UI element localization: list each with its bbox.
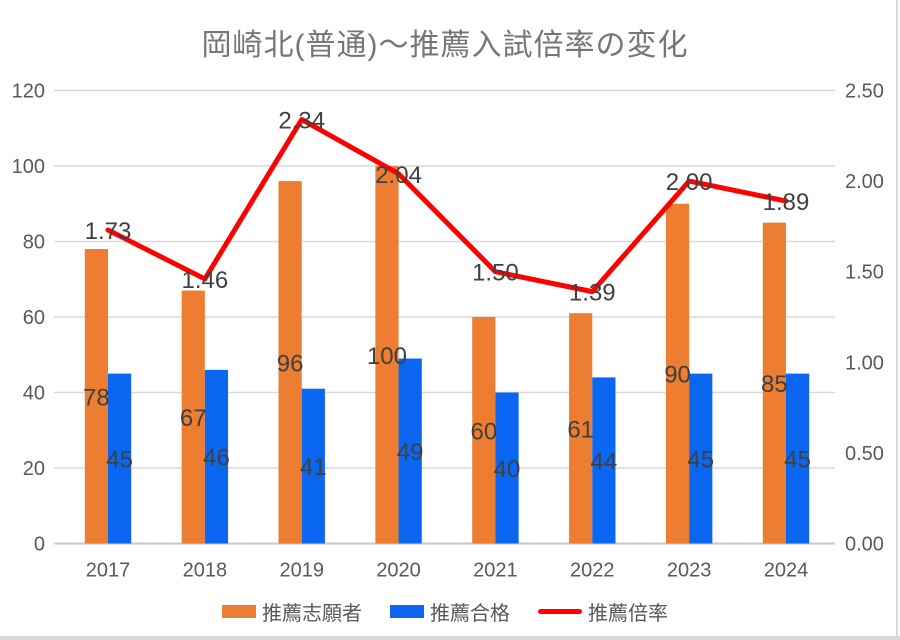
applicants-bar[interactable]	[375, 166, 399, 544]
year-label: 2024	[764, 560, 809, 582]
bar-value-label: 45	[784, 447, 811, 474]
year-label: 2017	[86, 560, 131, 582]
applicants-bar[interactable]	[472, 317, 496, 544]
applicants-bar[interactable]	[84, 249, 108, 544]
bar-value-label: 44	[591, 448, 618, 475]
bar-value-label: 85	[761, 371, 788, 398]
right-axis-label: 1.00	[845, 352, 884, 374]
legend-swatch-red-line	[538, 609, 582, 614]
chart-legend: 推薦志願者 推薦合格 推薦倍率	[0, 597, 890, 626]
chart-title: 岡崎北(普通)〜推薦入試倍率の変化	[201, 29, 689, 62]
left-axis-label: 120	[12, 81, 45, 103]
year-label: 2018	[183, 560, 228, 582]
right-axis-label: 2.00	[845, 171, 884, 193]
left-axis-label: 40	[23, 383, 45, 405]
left-axis-label: 20	[23, 458, 45, 480]
year-label: 2020	[376, 560, 421, 582]
legend-label-accepted: 推薦合格	[430, 603, 510, 625]
accepted-bar[interactable]	[301, 388, 325, 544]
right-axis-label: 1.50	[845, 262, 884, 284]
bar-value-label: 100	[367, 343, 407, 370]
line-value-label: 2.34	[278, 107, 325, 134]
applicants-bar[interactable]	[665, 203, 690, 544]
right-axis-label: 2.50	[845, 81, 884, 103]
bar-value-label: 40	[494, 456, 521, 483]
bar-value-label: 46	[203, 445, 230, 472]
applicants-bar[interactable]	[181, 290, 205, 544]
right-border	[896, 0, 898, 640]
year-label: 2019	[279, 560, 324, 582]
ratio-line[interactable]	[105, 116, 789, 295]
legend-swatch-orange-bar	[222, 605, 256, 618]
line-value-label: 2.00	[666, 169, 713, 196]
right-axis-label: 0.00	[845, 534, 884, 556]
accepted-bar[interactable]	[689, 373, 713, 544]
line-value-label: 2.04	[375, 162, 422, 189]
bar-value-label: 67	[180, 405, 207, 432]
applicants-bar[interactable]	[278, 181, 302, 544]
bar-value-label: 45	[106, 447, 133, 474]
accepted-bar[interactable]	[108, 373, 132, 544]
year-label: 2023	[667, 560, 712, 582]
bar-value-label: 49	[397, 439, 424, 466]
left-axis-label: 60	[23, 307, 45, 329]
left-axis-label: 0	[34, 534, 45, 556]
legend-item-accepted[interactable]: 推薦合格	[390, 597, 510, 626]
accepted-bar[interactable]	[204, 369, 229, 544]
bottom-border	[0, 636, 900, 640]
bar-value-label: 61	[567, 416, 594, 443]
line-value-label: 1.39	[569, 280, 616, 307]
accepted-bar[interactable]	[398, 358, 422, 544]
applicants-bar[interactable]	[569, 313, 593, 544]
legend-item-ratio[interactable]: 推薦倍率	[538, 597, 668, 626]
bar-value-label: 45	[687, 447, 714, 474]
accepted-bar[interactable]	[592, 377, 616, 544]
accepted-bar[interactable]	[495, 392, 519, 544]
bar-value-label: 60	[470, 418, 497, 445]
year-label: 2022	[570, 560, 615, 582]
applicants-bar[interactable]	[762, 222, 786, 544]
bar-value-label: 96	[277, 350, 304, 377]
accepted-bar[interactable]	[785, 373, 810, 544]
left-axis-label: 80	[23, 232, 45, 254]
legend-label-ratio: 推薦倍率	[588, 603, 668, 625]
right-axis-label: 0.50	[845, 443, 884, 465]
line-value-label: 1.89	[763, 189, 810, 216]
legend-swatch-blue-bar	[390, 605, 424, 618]
legend-label-applicants: 推薦志願者	[262, 603, 362, 625]
line-value-label: 1.50	[472, 260, 519, 287]
line-value-label: 1.46	[181, 267, 228, 294]
year-label: 2021	[473, 560, 518, 582]
line-value-label: 1.73	[85, 218, 132, 245]
left-axis-label: 100	[12, 156, 45, 178]
bar-value-label: 78	[83, 384, 110, 411]
bar-value-label: 41	[300, 454, 327, 481]
legend-item-applicants[interactable]: 推薦志願者	[222, 597, 362, 626]
bar-value-label: 90	[664, 362, 691, 389]
